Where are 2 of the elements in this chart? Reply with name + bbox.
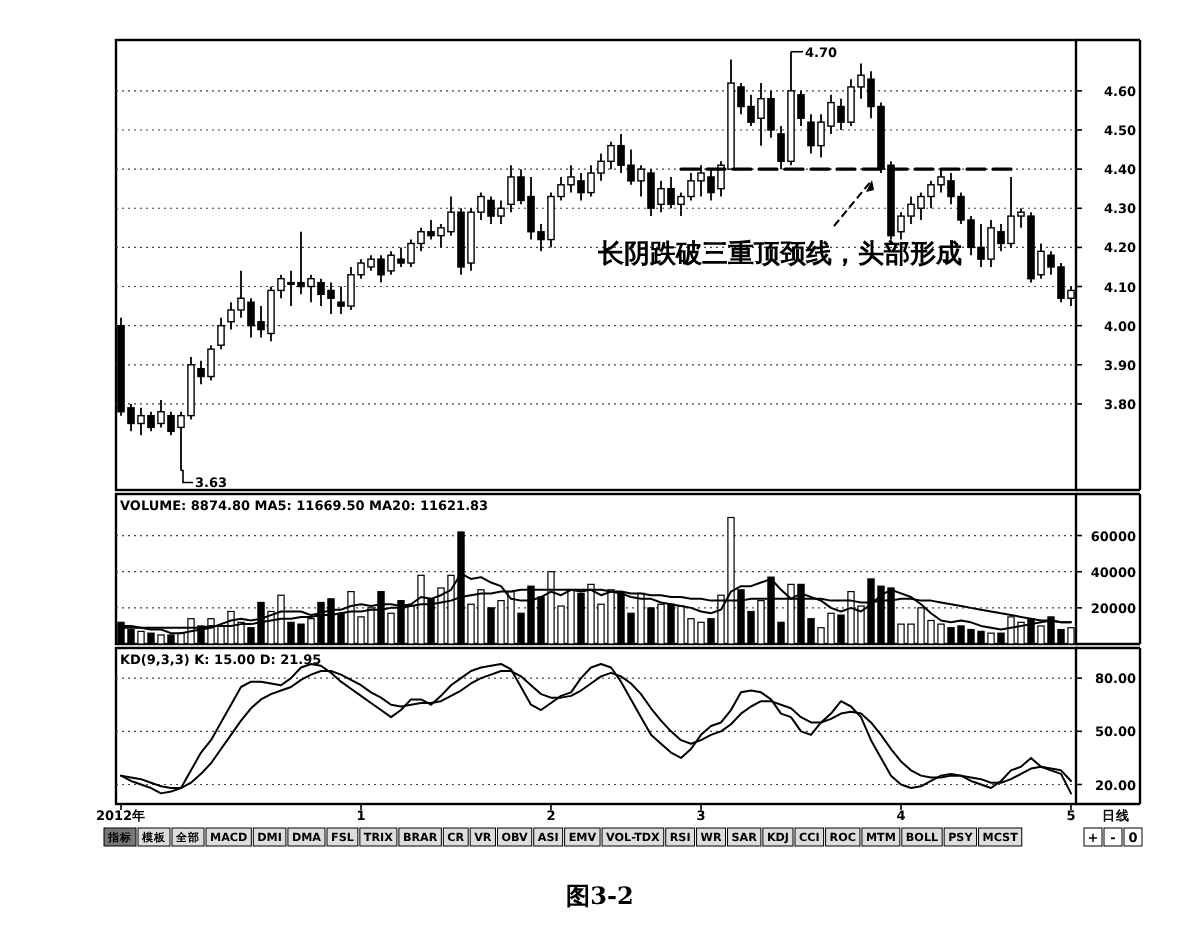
caption: 图3-2 bbox=[566, 882, 634, 910]
annotation: 长阴跌破三重顶颈线，头部形成 bbox=[596, 238, 962, 270]
